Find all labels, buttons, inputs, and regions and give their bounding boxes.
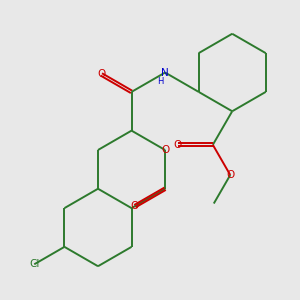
Text: N: N	[161, 68, 169, 77]
Text: O: O	[174, 140, 182, 150]
Text: O: O	[226, 170, 234, 180]
Text: O: O	[131, 201, 139, 211]
Text: O: O	[97, 70, 106, 80]
Text: Cl: Cl	[29, 259, 39, 269]
Text: H: H	[157, 76, 164, 85]
Text: O: O	[161, 145, 169, 155]
